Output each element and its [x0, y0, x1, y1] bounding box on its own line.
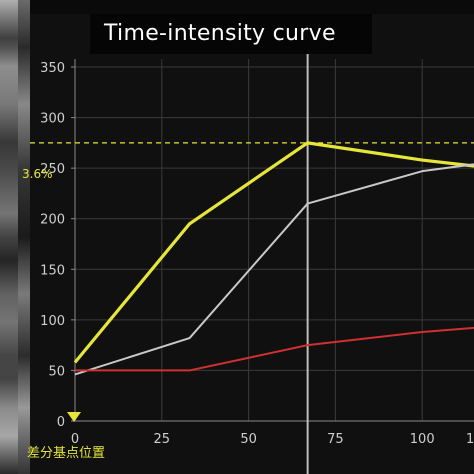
x-tick-label: 75 [327, 432, 344, 447]
grid-lines [75, 59, 474, 421]
axes [71, 59, 474, 422]
y-tick-label: 200 [40, 213, 65, 228]
baseline-position-label: 差分基点位置 [27, 446, 105, 461]
y-tick-label: 150 [40, 263, 65, 278]
reference-lines [30, 54, 474, 474]
y-tick-label: 350 [40, 61, 65, 76]
y-tick-label: 250 [40, 162, 65, 177]
y-tick-label: 0 [57, 415, 65, 430]
y-tick-label: 100 [40, 314, 65, 329]
y-tick-label: 300 [40, 112, 65, 127]
chart-title: Time-intensity curve [90, 14, 372, 54]
peak-percent-label: 3.6% [22, 167, 53, 181]
baseline-marker-icon [67, 412, 81, 422]
tick-labels: 0 50 100 150 200 250 300 350 0 25 50 75 100 1 3.6% 差分基点… [22, 61, 474, 461]
series-line [73, 141, 474, 364]
x-tick-label: 1 [466, 432, 474, 447]
x-tick-label: 100 [410, 432, 435, 447]
chart-panel [30, 14, 474, 474]
series-line [74, 163, 474, 376]
series-line [75, 326, 474, 372]
x-tick-label: 0 [71, 432, 79, 447]
x-tick-label: 25 [154, 432, 171, 447]
background-scan-strip [0, 0, 18, 474]
y-tick-label: 50 [48, 364, 65, 379]
x-tick-label: 50 [240, 432, 257, 447]
series-lines [67, 141, 474, 422]
